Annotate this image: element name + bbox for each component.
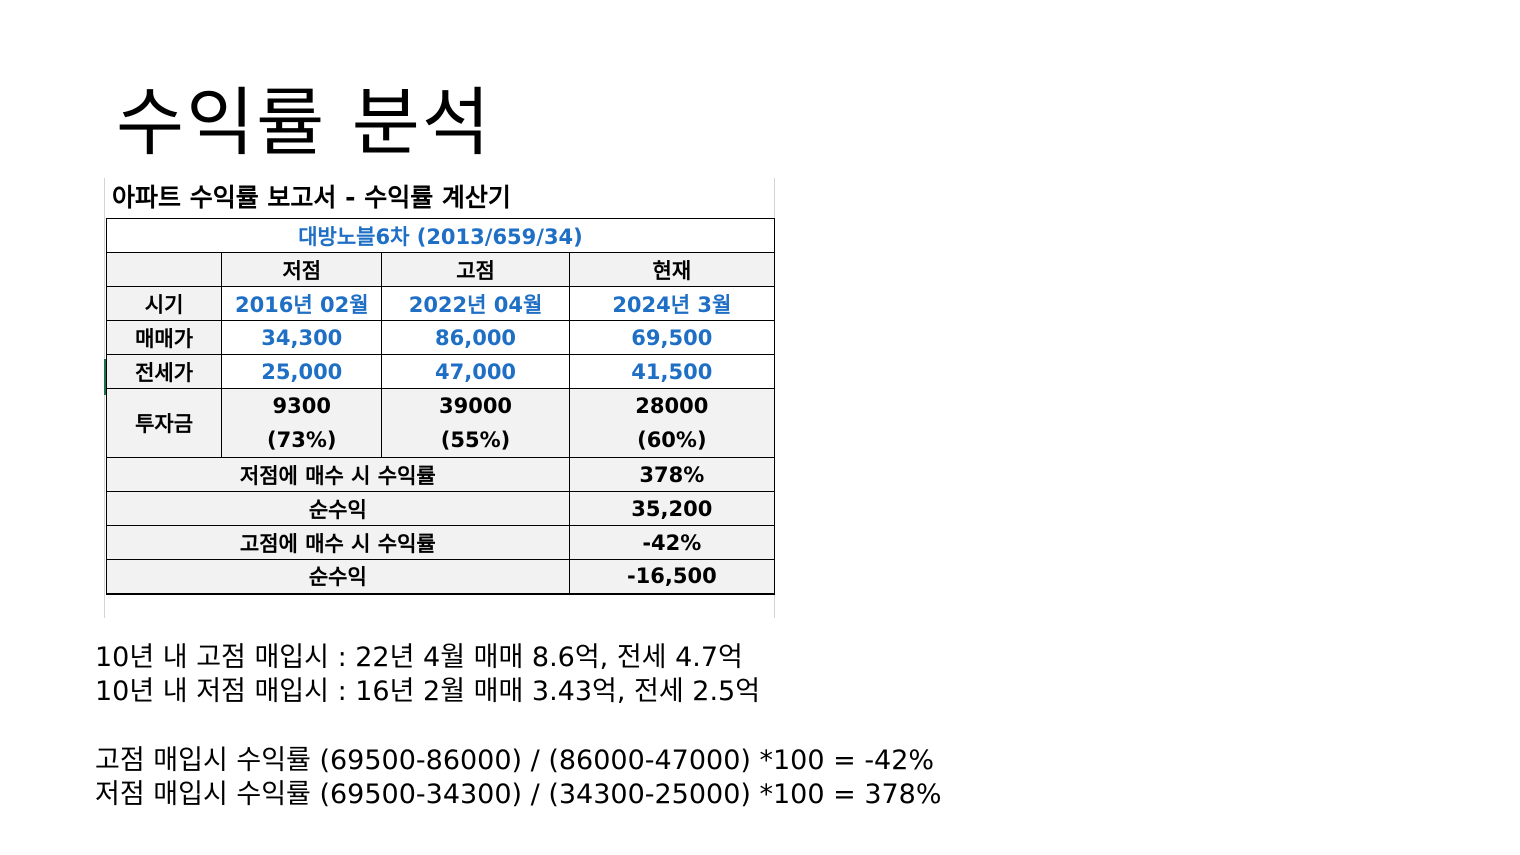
jeonse-price-current: 41,500 xyxy=(568,354,776,389)
sheet-title: 아파트 수익률 보고서 - 수익률 계산기 xyxy=(112,183,511,212)
apartment-name: 대방노블6차 (2013/659/34) xyxy=(106,218,775,253)
sheet-gridline-right xyxy=(774,178,775,618)
header-high: 고점 xyxy=(381,252,570,287)
investment-low: 9300 xyxy=(272,394,331,418)
sale-price-low: 34,300 xyxy=(221,320,383,355)
high-net-profit-label: 순수익 xyxy=(106,559,570,595)
high-buy-return-value: -42% xyxy=(568,525,776,560)
sale-price-high: 86,000 xyxy=(381,320,570,355)
table-row-high-net-profit: 순수익 -16,500 xyxy=(106,559,776,595)
sheet-gridline-left xyxy=(104,178,105,618)
low-net-profit-value: 35,200 xyxy=(568,491,776,526)
table-row-low-net-profit: 순수익 35,200 xyxy=(106,491,776,526)
high-buy-return-label: 고점에 매수 시 수익률 xyxy=(106,525,570,560)
jeonse-price-low: 25,000 xyxy=(221,354,383,389)
header-row: 저점 고점 현재 xyxy=(105,252,776,287)
table-row-jeonse-price: 전세가 25,000 47,000 41,500 xyxy=(105,354,776,389)
jeonse-price-high: 47,000 xyxy=(381,354,570,389)
row-label-sale-price: 매매가 xyxy=(105,320,223,355)
spreadsheet-capture: 아파트 수익률 보고서 - 수익률 계산기 대방노블6차 (2013/659/3… xyxy=(104,178,788,618)
note-low-purchase: 10년 내 저점 매입시 : 16년 2월 매매 3.43억, 전세 2.5억 xyxy=(95,676,761,707)
table-row-low-buy-return: 저점에 매수 시 수익률 378% xyxy=(106,457,776,492)
high-net-profit-value: -16,500 xyxy=(568,559,776,595)
low-buy-return-label: 저점에 매수 시 수익률 xyxy=(106,457,570,492)
table-row-investment: 투자금 9300 (73%) 39000 (55%) 28000 (60%) xyxy=(105,388,776,458)
sale-price-current: 69,500 xyxy=(568,320,776,355)
row-label-investment: 투자금 xyxy=(105,388,223,458)
investment-high: 39000 xyxy=(438,394,513,418)
investment-current-cell: 28000 (60%) xyxy=(568,388,776,458)
table-row-period: 시기 2016년 02월 2022년 04월 2024년 3월 xyxy=(105,286,776,321)
investment-current: 28000 xyxy=(635,394,709,418)
header-low: 저점 xyxy=(221,252,383,287)
period-current: 2024년 3월 xyxy=(568,286,776,321)
investment-high-cell: 39000 (55%) xyxy=(381,388,570,458)
low-net-profit-label: 순수익 xyxy=(106,491,570,526)
period-high: 2022년 04월 xyxy=(381,286,570,321)
cell-selection-marker xyxy=(104,359,107,395)
apartment-row: 대방노블6차 (2013/659/34) xyxy=(106,218,775,253)
slide-title: 수익률 분석 xyxy=(116,80,492,166)
note-high-purchase: 10년 내 고점 매입시 : 22년 4월 매매 8.6억, 전세 4.7억 xyxy=(95,642,743,673)
table-row-high-buy-return: 고점에 매수 시 수익률 -42% xyxy=(106,525,776,560)
period-low: 2016년 02월 xyxy=(221,286,383,321)
investment-low-cell: 9300 (73%) xyxy=(221,388,383,458)
row-label-period: 시기 xyxy=(105,286,223,321)
table-row-sale-price: 매매가 34,300 86,000 69,500 xyxy=(105,320,776,355)
investment-low-ratio: (73%) xyxy=(267,428,337,452)
note-low-return-formula: 저점 매입시 수익률 (69500-34300) / (34300-25000)… xyxy=(95,779,942,810)
investment-high-ratio: (55%) xyxy=(440,428,511,452)
note-high-return-formula: 고점 매입시 수익률 (69500-86000) / (86000-47000)… xyxy=(95,745,935,776)
header-corner xyxy=(105,252,223,287)
row-label-jeonse-price: 전세가 xyxy=(105,354,223,389)
investment-current-ratio: (60%) xyxy=(637,428,707,452)
header-current: 현재 xyxy=(568,252,776,287)
low-buy-return-value: 378% xyxy=(568,457,776,492)
return-report-table: 대방노블6차 (2013/659/34) 저점 고점 현재 시기 2016년 0… xyxy=(105,218,776,595)
